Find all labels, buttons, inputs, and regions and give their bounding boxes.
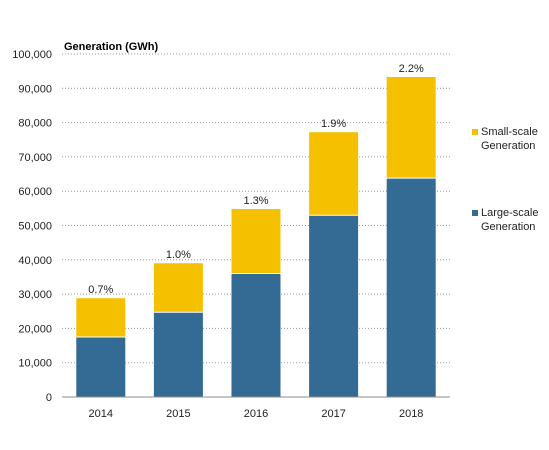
data-label: 1.9% bbox=[321, 118, 346, 130]
y-tick-label: 20,000 bbox=[18, 323, 52, 335]
bar-large-scale bbox=[231, 273, 281, 397]
y-tick-label: 100,000 bbox=[12, 49, 52, 61]
y-tick-label: 90,000 bbox=[18, 83, 52, 95]
x-axis-ticks: 2014 2015 2016 2017 2018 bbox=[89, 408, 424, 420]
bars bbox=[76, 76, 436, 397]
y-tick-label: 0 bbox=[46, 392, 52, 404]
y-tick-label: 60,000 bbox=[18, 186, 52, 198]
y-tick-label: 40,000 bbox=[18, 255, 52, 267]
y-axis-ticks: 0 10,000 20,000 30,000 40,000 50,000 60,000 70,… bbox=[12, 49, 52, 404]
data-label: 1.3% bbox=[243, 195, 268, 207]
legend-label-small-scale: Small-scale Generation bbox=[481, 126, 538, 152]
x-tick-label: 2017 bbox=[321, 408, 345, 420]
x-tick-label: 2018 bbox=[399, 408, 423, 420]
y-tick-label: 70,000 bbox=[18, 152, 52, 164]
y-axis-title: Generation (GWh) bbox=[64, 41, 158, 53]
bar-large-scale bbox=[153, 312, 203, 397]
legend-swatch-large-scale bbox=[472, 210, 478, 216]
data-labels: 0.7% 1.0% 1.3% 1.9% 2.2% bbox=[88, 63, 424, 296]
legend-swatch-small-scale bbox=[472, 129, 478, 135]
y-tick-label: 10,000 bbox=[18, 358, 52, 370]
data-label: 0.7% bbox=[88, 284, 113, 296]
bar-large-scale bbox=[386, 178, 436, 397]
data-label: 2.2% bbox=[399, 63, 424, 75]
y-tick-label: 80,000 bbox=[18, 118, 52, 130]
x-tick-label: 2016 bbox=[244, 408, 268, 420]
data-label: 1.0% bbox=[166, 249, 191, 261]
y-tick-label: 30,000 bbox=[18, 289, 52, 301]
bar-small-scale bbox=[309, 132, 359, 216]
bar-small-scale bbox=[76, 298, 126, 337]
legend-label-large-scale: Large-scale Generation bbox=[481, 207, 539, 233]
x-tick-label: 2014 bbox=[89, 408, 113, 420]
y-tick-label: 50,000 bbox=[18, 221, 52, 233]
bar-small-scale bbox=[386, 76, 436, 179]
x-tick-label: 2015 bbox=[166, 408, 190, 420]
bar-small-scale bbox=[153, 263, 203, 313]
bar-large-scale bbox=[309, 215, 359, 397]
bar-large-scale bbox=[76, 336, 126, 397]
bar-small-scale bbox=[231, 209, 281, 274]
